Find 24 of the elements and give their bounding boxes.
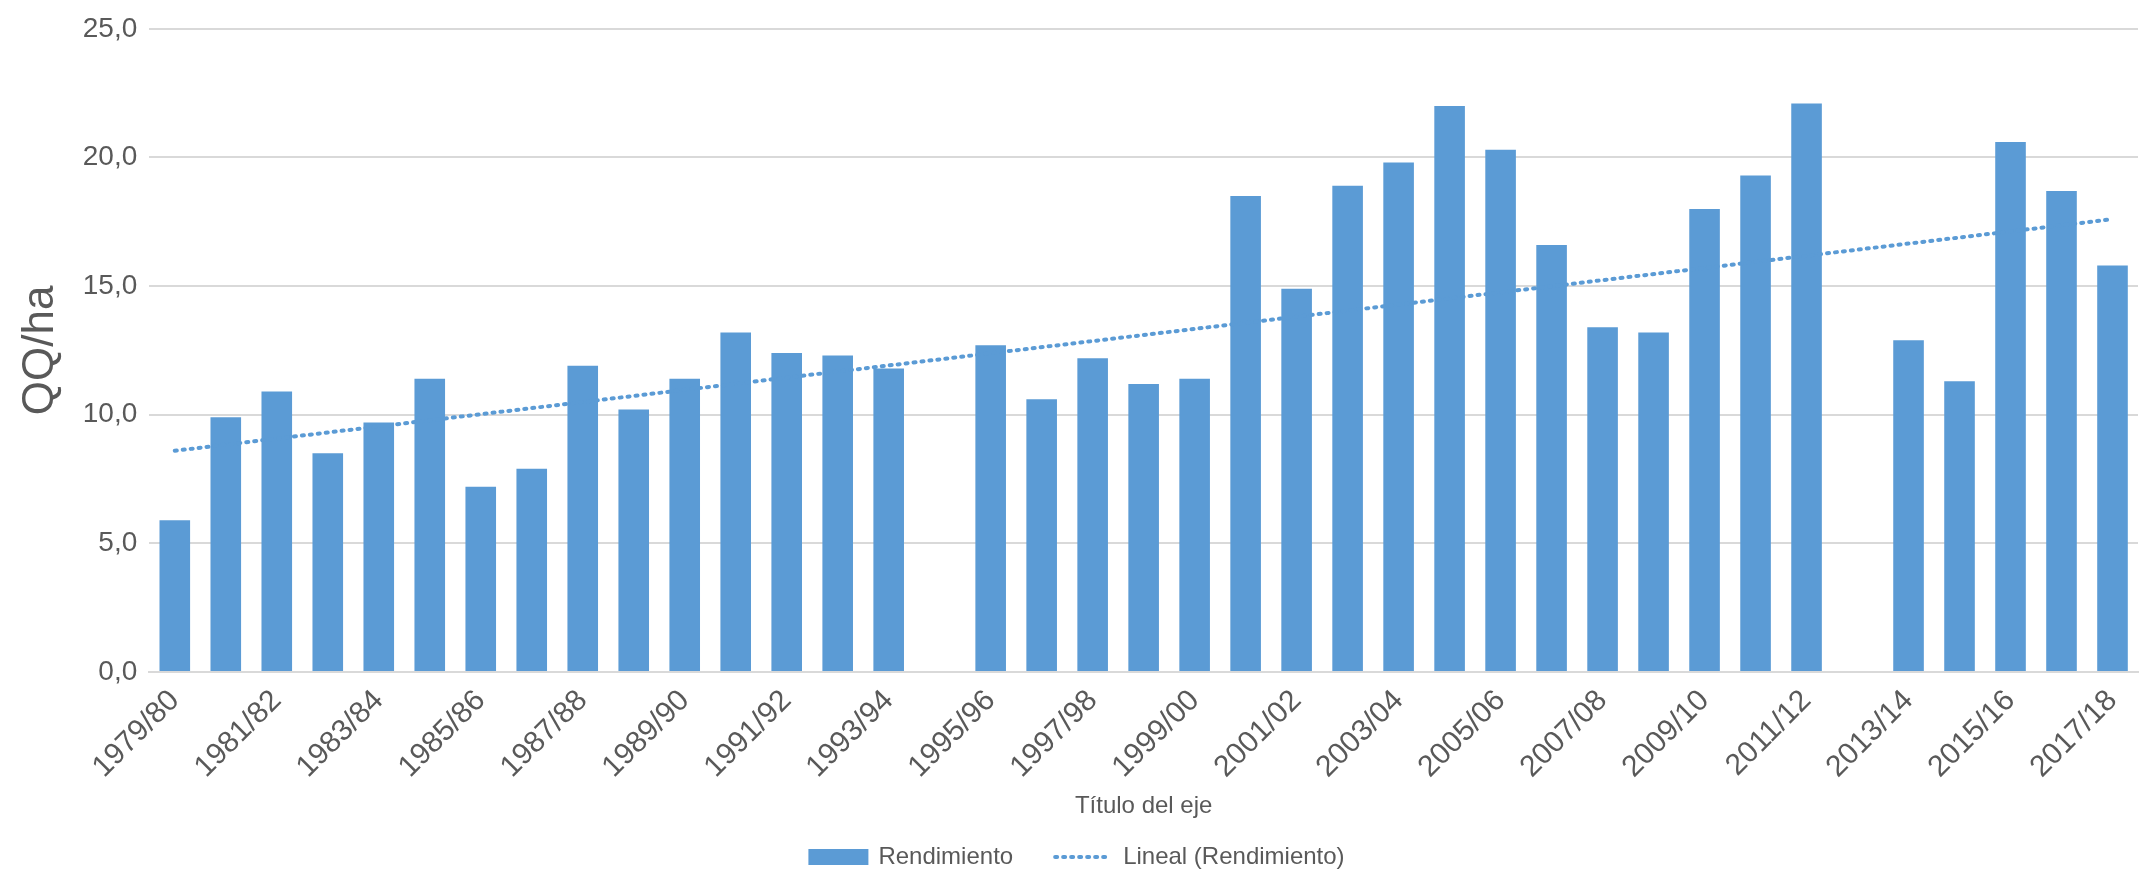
y-tick-label: 25,0 — [82, 11, 138, 43]
bar — [1128, 383, 1159, 672]
legend-label: Lineal (Rendimiento) — [1123, 841, 1345, 869]
bar — [516, 468, 548, 672]
y-tick-label: 5,0 — [98, 526, 138, 558]
y-tick-label: 20,0 — [82, 140, 138, 172]
y-tick-label: 15,0 — [82, 268, 138, 300]
legend-label: Rendimiento — [878, 841, 1014, 869]
bar — [159, 520, 191, 672]
x-axis-title: Título del eje — [1074, 791, 1213, 819]
y-axis-title: QQ/ha — [12, 285, 62, 416]
bar — [1893, 340, 1924, 672]
y-tick-label: 10,0 — [82, 397, 138, 429]
bar — [1077, 358, 1108, 672]
y-tick-label: 0,0 — [98, 654, 138, 686]
bar — [1944, 381, 1975, 672]
bar — [1638, 332, 1669, 672]
bar — [1026, 399, 1057, 672]
bar — [1179, 378, 1210, 672]
bar — [618, 409, 650, 672]
bar — [312, 453, 344, 672]
bar — [1587, 327, 1618, 672]
bar — [2097, 265, 2128, 672]
bar — [465, 486, 497, 672]
